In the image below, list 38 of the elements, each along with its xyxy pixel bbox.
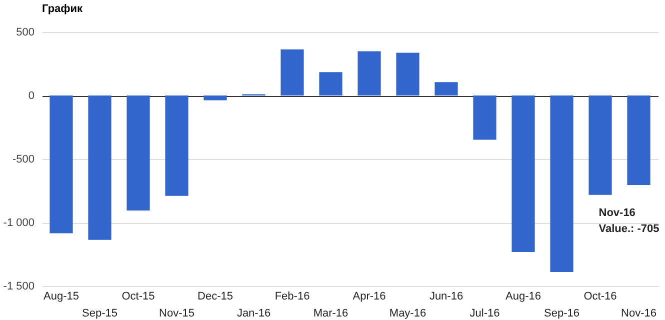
y-tick-label: -500 xyxy=(12,154,34,166)
bar xyxy=(88,96,112,240)
x-tick-label: Nov-16 xyxy=(621,308,656,320)
x-tick-label: Aug-15 xyxy=(44,290,79,302)
x-tick-label: Oct-16 xyxy=(584,290,617,302)
bar xyxy=(50,96,73,234)
bar xyxy=(588,96,612,195)
y-tick-label: 500 xyxy=(16,26,34,38)
x-tick-label: Nov-15 xyxy=(159,308,194,320)
x-tick-label: Sep-16 xyxy=(544,308,580,320)
x-tick-label: Dec-15 xyxy=(198,290,233,302)
bar xyxy=(434,82,458,96)
bar xyxy=(319,72,342,96)
x-tick-label: May-16 xyxy=(389,308,426,320)
annotation: Nov-16 Value.: -705 xyxy=(598,207,660,236)
x-tick-label: Jan-16 xyxy=(236,308,271,320)
bar xyxy=(627,96,650,186)
chart-title: График xyxy=(42,3,84,15)
y-tick-label: -1 500 xyxy=(3,280,34,292)
bar xyxy=(204,96,227,100)
y-tick-label: -1 000 xyxy=(3,217,34,229)
x-tick-label: Jun-16 xyxy=(429,290,464,302)
bar xyxy=(280,49,304,96)
bar xyxy=(165,96,188,196)
x-tick-label: Jul-16 xyxy=(470,308,500,320)
bar xyxy=(396,52,420,96)
bar xyxy=(512,96,535,252)
x-tick-label: Apr-16 xyxy=(352,290,386,302)
bar xyxy=(473,96,496,140)
x-tick-label: Mar-16 xyxy=(313,308,348,320)
x-tick-label: Feb-16 xyxy=(274,290,310,302)
y-tick-label: 0 xyxy=(28,90,34,102)
x-tick-label: Oct-15 xyxy=(122,290,155,302)
bar xyxy=(550,96,574,272)
x-tick-label: Aug-16 xyxy=(506,290,541,302)
x-tick-label: Sep-15 xyxy=(82,308,118,320)
bar xyxy=(126,96,150,211)
bar xyxy=(358,51,381,96)
